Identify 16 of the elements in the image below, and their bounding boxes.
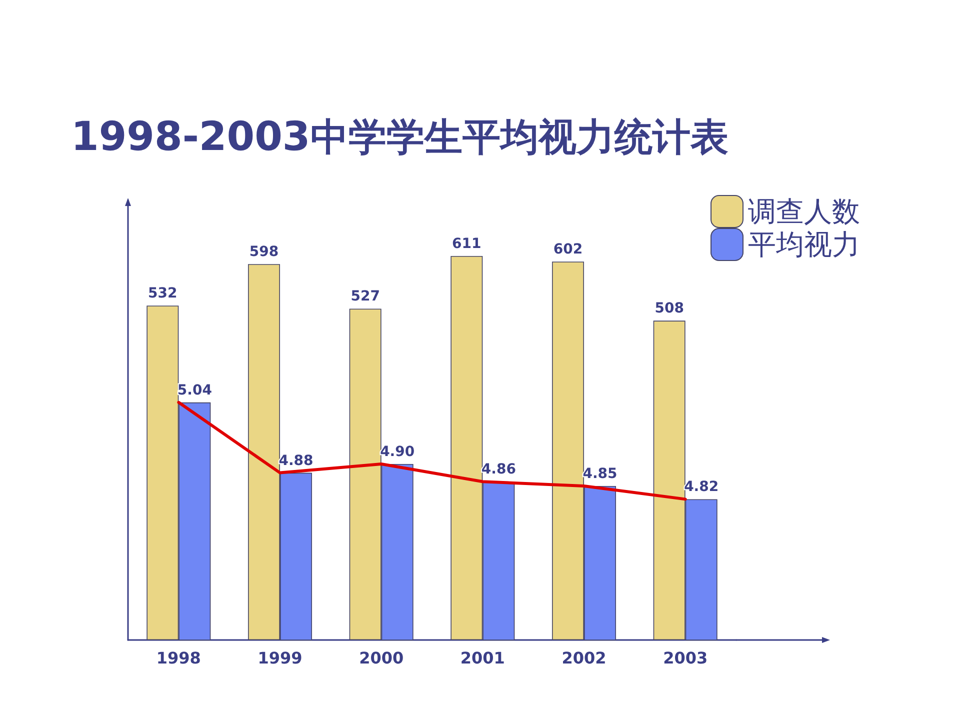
x-tick-label: 2003 [663,648,708,668]
legend-label: 平均视力 [748,228,860,261]
data-label: 527 [350,288,380,305]
x-tick-label: 2002 [562,648,606,668]
data-label: 602 [553,242,583,258]
x-tick-label: 1998 [156,648,201,668]
data-label: 508 [654,300,684,317]
x-tick-label: 2001 [460,648,505,668]
data-label: 5.04 [177,382,212,398]
x-tick-label: 1999 [258,648,302,668]
legend-label: 调查人数 [748,195,860,228]
x-tick-label: 2000 [359,648,404,668]
data-label: 532 [148,286,178,302]
chart-title: 1998-2003中学学生平均视力统计表 [71,114,728,160]
data-label: 598 [249,244,279,260]
data-label: 611 [452,236,482,252]
